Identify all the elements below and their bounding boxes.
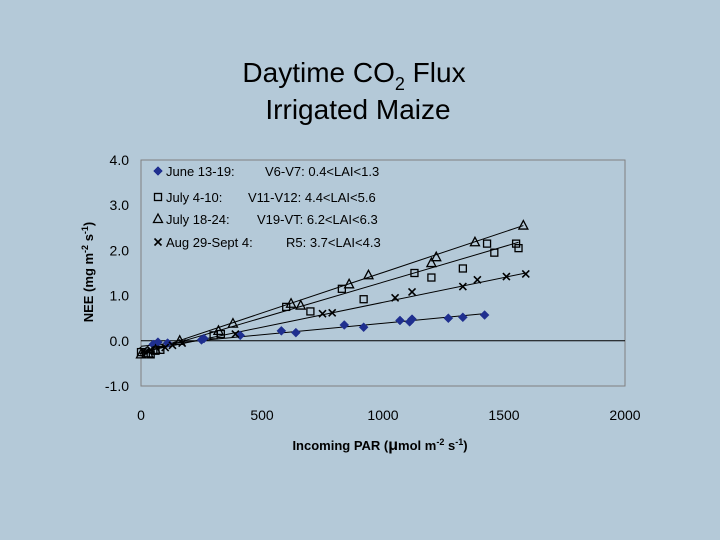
- fit-line: [140, 225, 524, 354]
- data-point-series-3: [469, 235, 481, 247]
- data-point-series-3: [343, 277, 355, 289]
- x-tick-label: 0: [137, 407, 145, 423]
- y-axis-title: NEE (mg m-2 s-1): [80, 222, 96, 323]
- data-point-series-3: [227, 317, 239, 328]
- data-point-series-2: [514, 243, 523, 253]
- data-point-series-3: [285, 297, 297, 308]
- y-tick-label: 0.0: [110, 333, 130, 349]
- legend-marker: [153, 237, 163, 247]
- legend-stage: R5: 3.7<LAI<4.3: [286, 235, 381, 250]
- legend-stage: V6-V7: 0.4<LAI<1.3: [265, 164, 379, 179]
- y-tick-label: 4.0: [110, 152, 130, 168]
- y-tick-label: 1.0: [110, 288, 130, 304]
- x-axis-title: Incoming PAR (μmol m-2 s-1): [292, 437, 467, 454]
- data-point-series-2: [490, 248, 499, 257]
- data-point-series-3: [295, 299, 307, 310]
- data-point-series-4: [168, 341, 177, 350]
- data-point-series-1: [291, 327, 301, 338]
- data-point-series-4: [178, 338, 187, 348]
- data-point-series-4: [407, 287, 417, 297]
- x-marker-stroke: [318, 309, 327, 318]
- x-marker-stroke: [139, 346, 148, 355]
- x-marker-stroke: [391, 293, 400, 302]
- data-point-series-4: [328, 308, 337, 317]
- data-point-series-3: [517, 219, 529, 230]
- data-point-series-2: [482, 239, 492, 248]
- data-point-series-3: [362, 268, 375, 280]
- data-point-series-2: [337, 284, 347, 293]
- x-marker-stroke: [161, 343, 170, 352]
- data-point-series-2: [410, 268, 419, 278]
- data-point-series-1: [458, 312, 468, 323]
- legend-label: July 4-10:: [166, 190, 222, 205]
- x-marker-stroke: [231, 329, 240, 339]
- legend-stage: V11-V12: 4.4<LAI<5.6: [248, 190, 376, 205]
- data-point-series-1: [276, 326, 287, 336]
- data-point-series-2: [427, 273, 436, 282]
- data-point-series-1: [479, 310, 490, 320]
- data-point-series-1: [443, 313, 454, 324]
- x-tick-label: 500: [250, 407, 274, 423]
- data-point-series-1: [358, 322, 369, 333]
- data-point-series-1: [395, 315, 405, 326]
- data-point-series-4: [458, 282, 467, 291]
- x-marker-stroke: [178, 338, 187, 348]
- data-point-series-2: [458, 264, 468, 273]
- data-point-series-1: [339, 320, 350, 330]
- legend-marker: [152, 212, 164, 224]
- data-point-series-4: [391, 293, 400, 302]
- legend-marker: [153, 192, 163, 202]
- x-marker-stroke: [328, 308, 337, 317]
- data-point-series-1: [407, 314, 417, 324]
- x-marker-stroke: [521, 269, 530, 278]
- x-tick-label: 1500: [488, 407, 519, 423]
- legend-label: June 13-19:: [166, 164, 235, 179]
- data-point-series-4: [521, 269, 530, 278]
- data-point-series-2: [359, 295, 368, 304]
- x-marker-stroke: [473, 275, 482, 284]
- y-tick-label: 3.0: [110, 197, 130, 213]
- x-marker-stroke: [168, 341, 177, 350]
- data-point-series-3: [212, 324, 225, 336]
- data-point-series-4: [146, 345, 155, 354]
- data-point-series-4: [231, 329, 240, 339]
- y-tick-label: -1.0: [105, 378, 129, 394]
- fit-line: [140, 241, 519, 354]
- legend: June 13-19: V6-V7: 0.4<LAI<1.3 July 4-10: V…: [152, 164, 381, 250]
- legend-stage: V19-VT: 6.2<LAI<6.3: [257, 212, 378, 227]
- data-point-series-3: [174, 334, 186, 345]
- legend-marker: [153, 166, 163, 176]
- data-point-series-4: [473, 275, 482, 284]
- data-point-series-1: [199, 333, 209, 344]
- x-marker-stroke: [458, 282, 467, 291]
- data-point-series-2: [306, 307, 315, 316]
- data-point-series-1: [162, 338, 173, 348]
- x-marker-stroke: [153, 237, 163, 247]
- data-point-series-4: [502, 272, 511, 281]
- x-tick-label: 1000: [367, 407, 398, 423]
- data-points-group: [135, 219, 530, 359]
- data-point-series-3: [135, 347, 147, 359]
- data-point-series-4: [139, 346, 148, 355]
- legend-label: Aug 29-Sept 4:: [166, 235, 253, 250]
- x-marker-stroke: [407, 287, 417, 297]
- chart-title-line2: Irrigated Maize: [265, 94, 450, 125]
- data-point-series-4: [161, 343, 170, 352]
- legend-label: July 18-24:: [166, 212, 230, 227]
- data-point-series-3: [149, 343, 162, 354]
- x-marker-stroke: [502, 272, 511, 281]
- x-marker-stroke: [146, 345, 155, 354]
- x-tick-label: 2000: [609, 407, 640, 423]
- data-point-series-3: [430, 250, 442, 262]
- y-tick-label: 2.0: [110, 242, 130, 258]
- data-point-series-4: [318, 309, 327, 318]
- data-point-series-3: [425, 256, 437, 268]
- axes-group: -1.0 0.0 1.0 2.0 3.0 4.0 0 500 1000 1500 2000: [105, 152, 641, 423]
- plot-area: [140, 159, 626, 387]
- data-point-series-2: [511, 239, 521, 248]
- chart-title-line1: Daytime CO2 Flux: [242, 57, 465, 94]
